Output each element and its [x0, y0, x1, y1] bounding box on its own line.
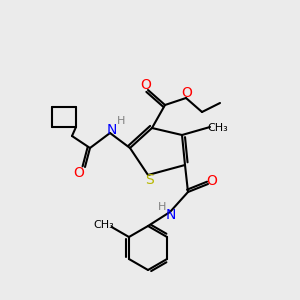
Text: N: N [107, 123, 117, 137]
Text: O: O [207, 174, 218, 188]
Text: O: O [74, 166, 84, 180]
Text: N: N [166, 208, 176, 222]
Text: O: O [182, 86, 192, 100]
Text: CH₃: CH₃ [93, 220, 114, 230]
Text: H: H [158, 202, 166, 212]
Text: S: S [146, 173, 154, 187]
Text: H: H [117, 116, 125, 126]
Text: O: O [141, 78, 152, 92]
Text: CH₃: CH₃ [208, 123, 228, 133]
